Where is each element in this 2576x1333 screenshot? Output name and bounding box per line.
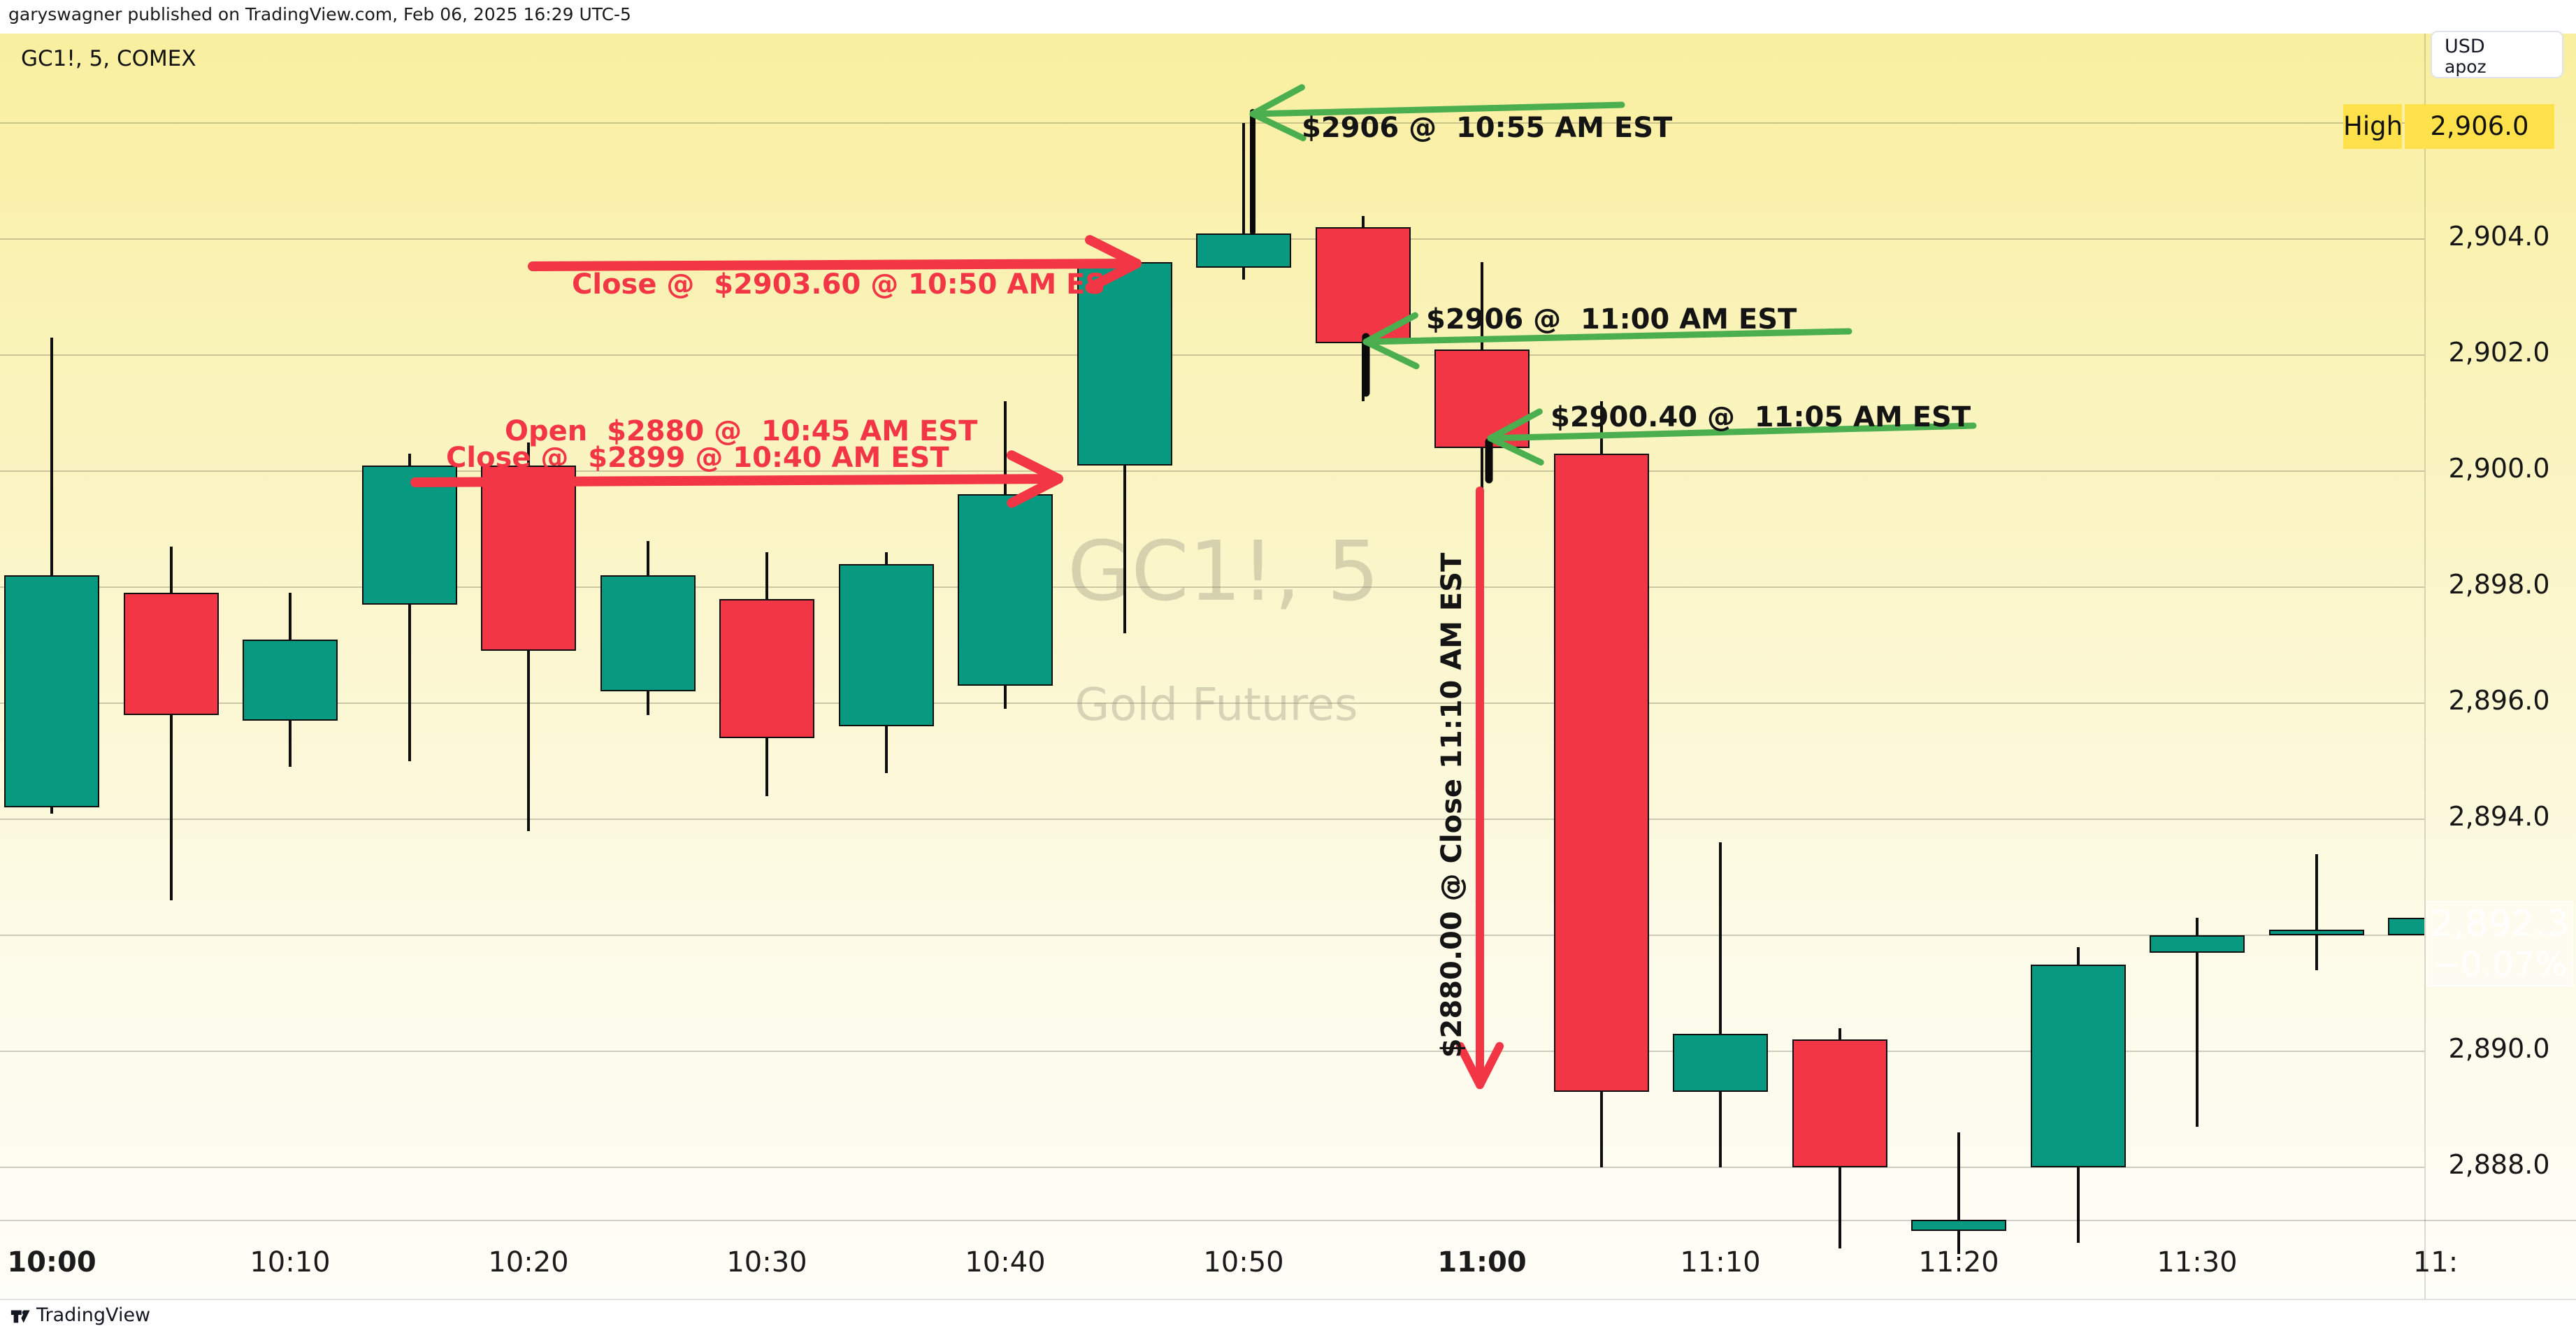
high-chip-value: 2,906.0 <box>2405 104 2554 149</box>
footer-separator <box>0 1299 2576 1300</box>
symbol-title: GC1!, 5, COMEX <box>21 46 196 71</box>
arrow-close-1050-barb0 <box>1085 235 1142 268</box>
plot-area[interactable] <box>0 0 2424 1299</box>
candle-10:25-up <box>600 575 696 692</box>
arrow-entry-1045-barb0 <box>1006 450 1063 484</box>
candle-wick-10:05 <box>169 546 173 901</box>
candle-wick-10:15 <box>408 454 411 761</box>
gridline-2902 <box>0 354 2424 356</box>
price-tick-2902: 2,902.0 <box>2448 337 2550 368</box>
time-tick-1120: 11:20 <box>1918 1246 1999 1278</box>
candle-11:15-down <box>1792 1039 1887 1167</box>
last-price: 2,892.3 <box>2430 903 2570 945</box>
price-tick-2896: 2,896.0 <box>2448 685 2550 716</box>
candle-wick-10:50 <box>1242 123 1245 280</box>
last-price-badge: 2,892.3 −0.07% <box>2426 901 2573 986</box>
candle-10:20-down <box>481 465 576 651</box>
candle-11:25-up <box>2030 964 2126 1167</box>
time-tick-1020: 10:20 <box>488 1246 569 1278</box>
time-tick-1050: 10:50 <box>1203 1246 1284 1278</box>
label-close-1040: Close @ $2899 @ 10:40 AM EST <box>446 442 949 474</box>
tradingview-logo-icon <box>10 1309 30 1323</box>
candle-10:15-up <box>361 465 457 605</box>
time-tick-1030: 10:30 <box>726 1246 807 1278</box>
unit-label: apoz <box>2445 57 2487 77</box>
attribution-text: garyswagner published on TradingView.com… <box>8 4 631 24</box>
price-tick-2904: 2,904.0 <box>2448 221 2550 252</box>
candle-10:45-up <box>1077 262 1172 466</box>
gridline-2906 <box>0 122 2424 124</box>
candle-11:30-up <box>2150 935 2245 953</box>
time-tick-1040: 10:40 <box>965 1246 1046 1278</box>
candle-wick-11:30 <box>2196 918 2199 1127</box>
candle-10:30-down <box>719 598 814 738</box>
price-axis-separator <box>2424 34 2426 1299</box>
axis-unit-box: USD apoz <box>2431 31 2563 78</box>
arrow-close-1110-barb0 <box>1476 1042 1504 1089</box>
high-chip-label: High <box>2343 104 2403 149</box>
arrow-high-1055-barb0 <box>1249 110 1307 142</box>
tradingview-brand: TradingView <box>10 1304 150 1326</box>
candle-10:50-up <box>1196 233 1291 268</box>
currency-label: USD <box>2445 36 2485 57</box>
price-tick-2898: 2,898.0 <box>2448 569 2550 600</box>
candle-11:40-up <box>2388 918 2424 935</box>
arrow-low-1105-shaft <box>1487 422 1977 442</box>
candle-11:00-down <box>1434 349 1530 448</box>
time-tick-1130: 11:30 <box>2157 1246 2238 1278</box>
candle-10:35-up <box>838 563 934 727</box>
price-tick-2900: 2,900.0 <box>2448 453 2550 484</box>
candle-11:35-up <box>2268 929 2364 935</box>
label-close-1050: Close @ $2903.60 @ 10:50 AM ES <box>572 268 1105 301</box>
candle-wick-11:20 <box>1957 1132 1960 1255</box>
label-high-1100: $2906 @ 11:00 AM EST <box>1426 303 1797 336</box>
gridline-2898 <box>0 586 2424 588</box>
candle-10:05-down <box>123 593 219 715</box>
time-tick-1100: 11:00 <box>1437 1246 1527 1278</box>
price-tick-2894: 2,894.0 <box>2448 801 2550 832</box>
candle-11:10-up <box>1673 1034 1768 1093</box>
label-open-1045: Open $2880 @ 10:45 AM EST <box>505 415 978 447</box>
price-tick-2890: 2,890.0 <box>2448 1033 2550 1064</box>
candle-10:10-up <box>243 639 338 721</box>
arrow-close-1050-shaft <box>528 259 1142 271</box>
gridline-2890 <box>0 1051 2424 1052</box>
last-change: −0.07% <box>2432 945 2568 984</box>
gridline-2900 <box>0 470 2424 472</box>
arrow-high-1055-barb1 <box>1249 84 1305 117</box>
candle-wick-11:10 <box>1719 842 1722 1167</box>
arrow-close-1050-barb1 <box>1085 259 1142 293</box>
time-axis-separator <box>0 1220 2576 1221</box>
label-close-1110: $2880.00 @ Close 11:10 AM EST <box>1436 552 1468 1058</box>
gridline-2892 <box>0 935 2424 936</box>
gridline-2896 <box>0 702 2424 704</box>
candle-10:40-up <box>958 494 1053 686</box>
footer-bar: TradingView <box>0 1300 2576 1333</box>
time-tick-1010: 10:10 <box>250 1246 331 1278</box>
arrow-high-1055-shaft <box>1249 101 1625 117</box>
label-low-1105: $2900.40 @ 11:05 AM EST <box>1550 401 1971 433</box>
label-high-1055: $2906 @ 10:55 AM EST <box>1302 112 1673 144</box>
candle-wick-11:35 <box>2315 853 2318 970</box>
candle-11:20-up <box>1911 1219 2006 1232</box>
arrow-high-1100-shaft <box>1362 328 1852 345</box>
tradingview-brand-text: TradingView <box>36 1304 151 1326</box>
time-tick-1110: 11:10 <box>1680 1246 1761 1278</box>
candle-11:05-down <box>1553 454 1649 1093</box>
arrow-high-1100-barb1 <box>1362 312 1418 345</box>
arrow-low-1105-barb0 <box>1487 435 1544 466</box>
arrow-high-1100-barb0 <box>1362 338 1420 370</box>
candle-10:00-up <box>4 575 99 808</box>
arrow-low-1105-barb1 <box>1487 408 1543 442</box>
time-tick-11: 11: <box>2412 1246 2459 1278</box>
arrow-entry-1045-shaft <box>410 474 1063 487</box>
arrow-close-1110-barb1 <box>1455 1042 1484 1089</box>
price-tick-2888: 2,888.0 <box>2448 1149 2550 1180</box>
gridline-2888 <box>0 1167 2424 1168</box>
gridline-2894 <box>0 819 2424 820</box>
time-tick-1000: 10:00 <box>7 1246 96 1278</box>
arrow-entry-1045-barb1 <box>1007 474 1063 508</box>
